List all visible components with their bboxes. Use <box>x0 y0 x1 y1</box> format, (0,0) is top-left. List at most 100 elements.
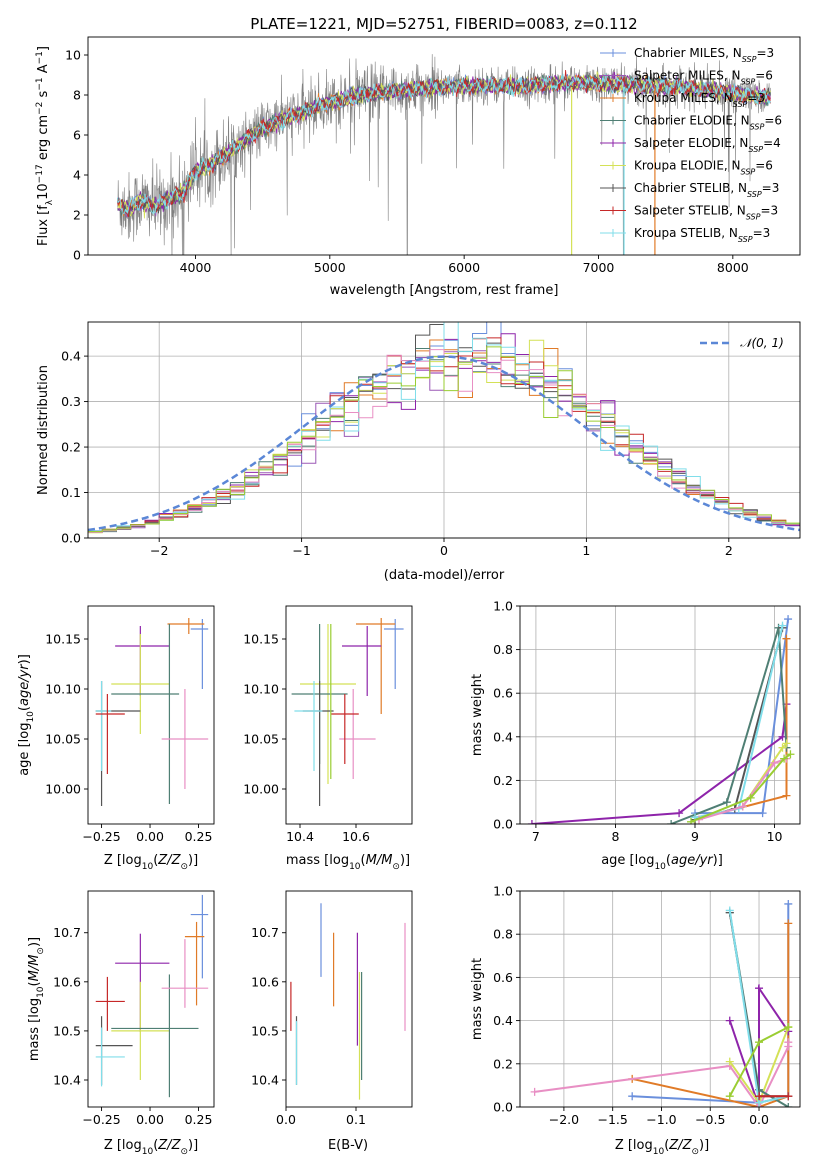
weight-marker <box>725 906 734 915</box>
legend-sub: SSP <box>748 145 763 154</box>
legend-entry: Salpeter STELIB, NSSP=3 <box>634 204 778 222</box>
weight-marker <box>784 899 793 908</box>
weight-marker <box>675 809 684 818</box>
label-part: )] <box>699 1138 709 1153</box>
weight-marker <box>667 820 676 824</box>
y-tick-label: 10.15 <box>45 632 81 647</box>
panel-age-vs-Z: −0.25 0.00 0.25 10.00 10.05 10.10 10.15 <box>45 605 215 844</box>
axes-front: 0.0 0.1 10.4 10.5 10.6 10.7 <box>251 890 413 1127</box>
weight-line <box>728 984 790 1107</box>
x-tick-label: 0.0 <box>749 1112 769 1127</box>
y-tick-label: 0.0 <box>61 531 81 546</box>
axes-front: 10.4 10.6 10.00 10.05 10.10 10.15 <box>243 605 413 844</box>
x-tick-label: −2.0 <box>549 1112 579 1127</box>
axes-front: −2 −1 0 1 2 0.0 0.1 0.2 0.3 0.4 𝒩(0, 1) <box>61 321 801 558</box>
y-tick-label: 6 <box>73 128 81 143</box>
label-part: 10 <box>26 711 36 723</box>
label-part: ⊙ <box>36 947 46 955</box>
axes-frame <box>519 605 801 825</box>
y-tick-label: 0.8 <box>493 642 513 657</box>
x-tick-label: −0.25 <box>82 829 120 844</box>
label-part: age/yr <box>17 663 32 706</box>
y-tick-label: 10.5 <box>53 1023 81 1038</box>
legend-sub: SSP <box>747 190 762 199</box>
y-tick-label: 10.00 <box>243 782 279 797</box>
legend-text: Salpeter ELODIE, N <box>634 136 748 150</box>
weight-marker <box>755 984 764 993</box>
legend-sub: SSP <box>750 122 765 131</box>
legend-entry: Kroupa ELODIE, NSSP=6 <box>634 159 773 177</box>
x-tick-label: 7 <box>532 829 540 844</box>
x-axis-label: Z [log10(Z/Z⊙)] <box>104 853 198 872</box>
weight-marker <box>784 615 793 624</box>
weight-marker <box>746 793 755 802</box>
y-tick-label: 10.6 <box>251 974 279 989</box>
x-axis-label: Z [log10(Z/Z⊙)] <box>615 1138 709 1157</box>
weight-marker <box>784 1092 793 1101</box>
legend-text: Chabrier MILES, N <box>634 46 742 60</box>
weight-marker <box>530 1087 539 1096</box>
legend-entry: Salpeter MILES, NSSP=6 <box>634 69 773 87</box>
x-tick-label: 0.00 <box>136 829 164 844</box>
weight-marker <box>687 817 696 824</box>
panel-age-vs-mass: 10.4 10.6 10.00 10.05 10.10 10.15 <box>243 605 413 844</box>
y-tick-label: 10.10 <box>243 682 279 697</box>
plot-area <box>290 903 406 1100</box>
legend-text: =6 <box>755 69 773 83</box>
label-part: −1 <box>35 51 45 64</box>
legend-sub: SSP <box>741 77 756 86</box>
axes-front: −2.0 −1.5 −1.0 −0.5 0.0 0.0 0.2 0.4 0.6 0.8 1.0 <box>493 884 801 1127</box>
x-tick-label: 0.1 <box>346 1112 366 1127</box>
y-tick-label: 10.10 <box>45 682 81 697</box>
label-part: )] <box>188 853 198 868</box>
x-tick-label: 7000 <box>583 260 615 275</box>
label-part: 10 <box>654 862 666 872</box>
weight-marker <box>778 621 787 630</box>
label-part: ⊙ <box>392 862 400 872</box>
y-tick-label: 0.6 <box>493 686 513 701</box>
weight-marker <box>784 1023 793 1032</box>
x-axis-label: age [log10(age/yr)] <box>601 853 723 872</box>
legend-text: =3 <box>756 46 774 60</box>
weight-marker <box>782 634 791 643</box>
label-part: ] <box>36 46 51 51</box>
label-part: Z/Z <box>157 853 181 868</box>
x-tick-label: 9 <box>691 829 699 844</box>
y-tick-label: 10.05 <box>243 732 279 747</box>
axes-frame <box>87 36 801 256</box>
y-axis-label: mass weight <box>470 674 485 756</box>
label-part: Flux [f <box>36 205 51 246</box>
plot-area <box>291 618 404 806</box>
legend-text: Kroupa ELODIE, N <box>634 159 741 173</box>
legend-sub: SSP <box>738 235 753 244</box>
label-part: ( <box>664 1138 669 1153</box>
weight-marker <box>784 1103 793 1107</box>
weight-line <box>690 753 792 823</box>
legend-sub: SSP <box>746 212 761 221</box>
panel-weight-vs-age: 7 8 9 10 0.0 0.2 0.4 0.6 0.8 1.0 <box>493 599 801 844</box>
y-tick-label: 0.1 <box>61 485 81 500</box>
x-tick-label: 0.0 <box>276 1112 296 1127</box>
label-part: mass [log <box>286 853 349 868</box>
legend-text: =3 <box>747 91 765 105</box>
legend-entry: Kroupa MILES, NSSP=3 <box>634 91 765 109</box>
label-part: )] <box>400 853 410 868</box>
y-tick-label: 4 <box>73 168 81 183</box>
weight-marker <box>782 791 791 800</box>
x-tick-label: 10 <box>767 829 783 844</box>
gaussian-curve <box>88 355 800 532</box>
x-tick-label: 0.25 <box>185 1112 213 1127</box>
axes-frame <box>285 605 413 825</box>
legend-entry: 𝒩(0, 1) <box>740 336 784 350</box>
y-tick-label: 0.4 <box>493 729 513 744</box>
label-part: )] <box>27 937 42 947</box>
y-tick-label: 10 <box>65 48 81 63</box>
weight-marker <box>770 758 779 767</box>
axes-front: 4000 5000 6000 7000 8000 0 2 4 6 8 10 Chabrier MILE… <box>65 36 801 275</box>
x-tick-label: 0 <box>440 543 448 558</box>
x-tick-label: 0.00 <box>136 1112 164 1127</box>
legend-sub: SSP <box>741 167 756 176</box>
x-tick-label: 1 <box>582 543 590 558</box>
x-tick-label: −1.0 <box>646 1112 676 1127</box>
model-spectrum-line <box>117 73 771 215</box>
